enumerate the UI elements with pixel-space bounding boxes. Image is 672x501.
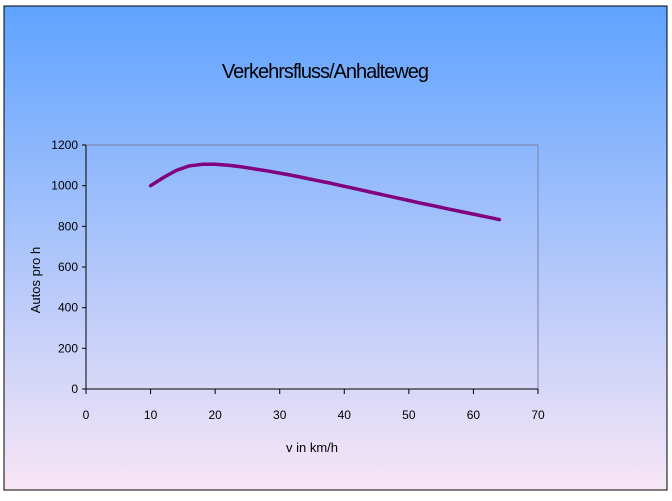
x-tick-label: 20: [208, 408, 222, 422]
y-tick-label: 200: [58, 341, 78, 355]
x-tick-label: 50: [402, 408, 416, 422]
x-tick-label: 40: [338, 408, 352, 422]
x-axis-label: v in km/h: [286, 440, 338, 455]
y-tick-label: 400: [58, 301, 78, 315]
x-tick-label: 10: [144, 408, 158, 422]
y-tick-label: 0: [71, 382, 78, 396]
y-tick-label: 1000: [51, 179, 78, 193]
x-tick-label: 60: [467, 408, 481, 422]
y-axis-label: Autos pro h: [28, 247, 43, 314]
y-tick-label: 600: [58, 260, 78, 274]
chart-title: Verkehrsfluss/Anhalteweg: [222, 61, 428, 83]
y-axis: 0 200 400 600 800 1000 1200: [51, 138, 87, 396]
y-tick-label: 1200: [51, 138, 78, 152]
y-tick-label: 800: [58, 219, 78, 233]
x-tick-label: 0: [83, 408, 90, 422]
x-tick-label: 30: [273, 408, 287, 422]
chart-background: [3, 5, 668, 491]
x-tick-label: 70: [531, 408, 545, 422]
x-axis: 0 10 20 30 40 50 60 70: [83, 388, 545, 422]
series-group: [148, 162, 502, 222]
series-line: [148, 162, 502, 222]
